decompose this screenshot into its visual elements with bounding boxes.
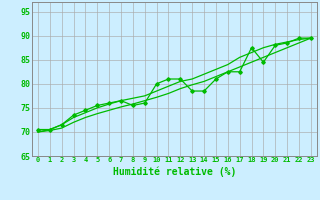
X-axis label: Humidité relative (%): Humidité relative (%) <box>113 166 236 177</box>
